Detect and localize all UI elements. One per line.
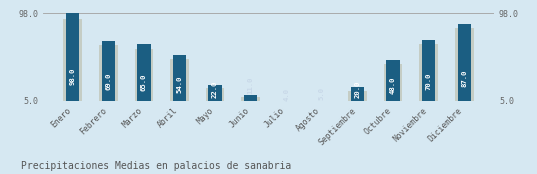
Bar xyxy=(458,23,471,101)
Text: 54.0: 54.0 xyxy=(177,75,183,93)
Text: 69.0: 69.0 xyxy=(105,73,111,90)
Bar xyxy=(170,59,189,101)
Text: 5.0: 5.0 xyxy=(319,87,325,100)
Bar xyxy=(422,39,436,101)
Bar xyxy=(135,49,153,101)
Text: 87.0: 87.0 xyxy=(461,69,467,87)
Text: 4.0: 4.0 xyxy=(284,88,289,101)
Bar xyxy=(280,101,293,102)
Bar xyxy=(208,85,222,101)
Text: 48.0: 48.0 xyxy=(390,76,396,94)
Bar xyxy=(63,19,82,101)
Text: 70.0: 70.0 xyxy=(426,72,432,90)
Bar xyxy=(351,87,364,101)
Bar xyxy=(137,44,151,101)
Bar xyxy=(386,60,400,101)
Bar xyxy=(101,41,115,101)
Bar xyxy=(277,101,295,102)
Bar xyxy=(99,45,118,101)
Bar xyxy=(173,55,186,101)
Bar xyxy=(419,44,438,101)
Bar xyxy=(348,90,367,101)
Text: 20.0: 20.0 xyxy=(354,81,360,98)
Text: 11.0: 11.0 xyxy=(248,77,253,94)
Text: Precipitaciones Medias en palacios de sanabria: Precipitaciones Medias en palacios de sa… xyxy=(21,161,292,171)
Bar xyxy=(206,88,224,101)
Bar xyxy=(384,64,402,101)
Bar xyxy=(455,28,474,101)
Bar xyxy=(313,101,331,102)
Bar xyxy=(244,95,257,101)
Text: 65.0: 65.0 xyxy=(141,73,147,91)
Bar xyxy=(242,97,260,101)
Text: 98.0: 98.0 xyxy=(70,68,76,85)
Bar xyxy=(66,13,79,101)
Text: 22.0: 22.0 xyxy=(212,81,218,98)
